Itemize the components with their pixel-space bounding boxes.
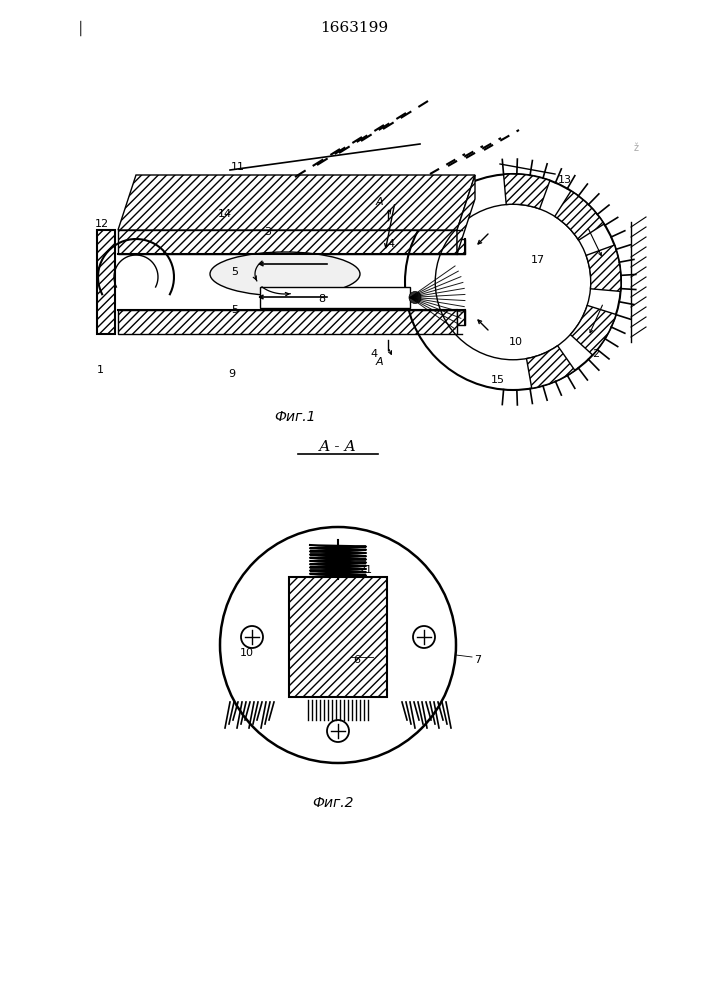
Wedge shape [586, 245, 621, 291]
Text: 4: 4 [387, 239, 395, 249]
Wedge shape [555, 191, 604, 240]
Text: 3: 3 [264, 227, 271, 237]
Polygon shape [118, 230, 457, 254]
Wedge shape [503, 174, 550, 209]
Text: 13: 13 [558, 175, 572, 185]
Text: 10: 10 [240, 648, 254, 658]
Circle shape [409, 292, 421, 304]
Text: 5: 5 [231, 305, 238, 315]
Wedge shape [571, 305, 616, 355]
Circle shape [241, 626, 263, 648]
Text: 9: 9 [228, 369, 235, 379]
Polygon shape [260, 287, 410, 308]
Text: 7: 7 [474, 655, 481, 665]
Polygon shape [457, 310, 465, 325]
Text: 14: 14 [218, 209, 232, 219]
Text: 12: 12 [95, 219, 109, 229]
Polygon shape [118, 175, 475, 230]
Text: │: │ [76, 20, 83, 36]
Text: 17: 17 [531, 255, 545, 265]
Text: 8: 8 [318, 294, 325, 304]
Polygon shape [97, 230, 115, 334]
Text: А: А [375, 197, 382, 207]
Bar [289, 577, 387, 697]
Text: А - А: А - А [319, 440, 357, 454]
Circle shape [413, 626, 435, 648]
Text: Фиг.2: Фиг.2 [312, 796, 354, 810]
Text: 1: 1 [96, 365, 103, 375]
Text: 4: 4 [370, 349, 378, 359]
Text: 21: 21 [358, 565, 372, 575]
Text: 10: 10 [509, 337, 523, 347]
Text: 1663199: 1663199 [320, 21, 388, 35]
Polygon shape [118, 310, 457, 334]
Text: 2: 2 [592, 349, 600, 359]
Text: ž: ž [633, 143, 638, 153]
Ellipse shape [210, 252, 360, 296]
Circle shape [220, 527, 456, 763]
Text: Фиг.1: Фиг.1 [274, 410, 316, 424]
Wedge shape [527, 346, 575, 388]
Circle shape [327, 720, 349, 742]
Polygon shape [457, 175, 475, 254]
Polygon shape [457, 239, 465, 254]
Text: 11: 11 [231, 162, 245, 172]
Text: А: А [375, 357, 382, 367]
Text: 6: 6 [353, 655, 360, 665]
Text: 15: 15 [491, 375, 505, 385]
Text: 5: 5 [231, 267, 238, 277]
